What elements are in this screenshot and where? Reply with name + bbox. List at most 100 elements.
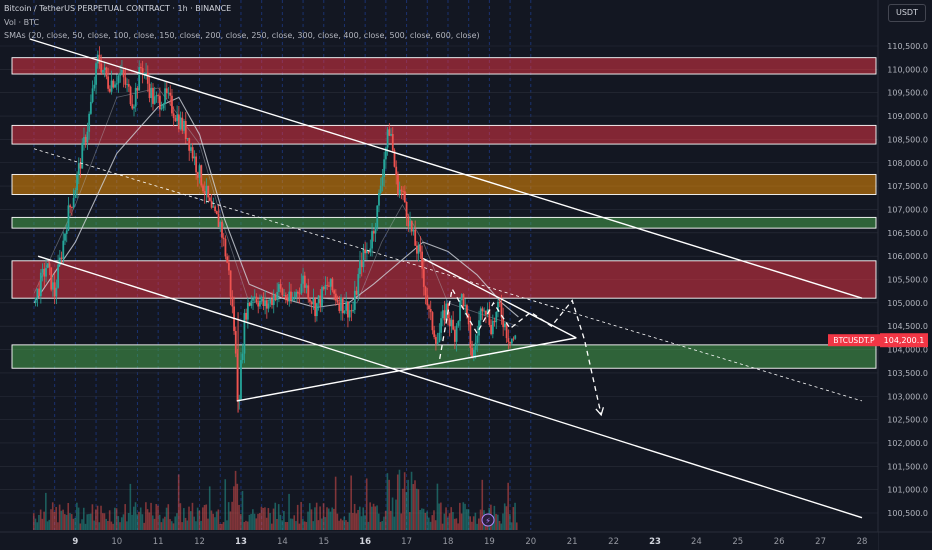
volume-bar [407, 479, 409, 530]
sma-indicator-label[interactable]: SMAs (20, close, 50, close, 100, close, … [4, 31, 480, 40]
price-tick-label: 105,500.0 [887, 276, 928, 285]
volume-bar [279, 514, 282, 530]
candle-body [52, 282, 54, 290]
candle-body [428, 305, 430, 310]
volume-bar [172, 523, 175, 530]
volume-bar [74, 518, 76, 530]
volume-bar [386, 473, 389, 530]
volume-bar [495, 513, 497, 530]
candle-body [96, 54, 99, 64]
time-tick-label: 23 [649, 537, 661, 547]
volume-bar [272, 508, 275, 530]
volume-bar [350, 475, 352, 530]
candle-body [191, 147, 194, 159]
volume-bar [69, 513, 71, 530]
volume-bar [421, 508, 423, 530]
volume-bar [243, 522, 246, 530]
candle-body [226, 256, 229, 263]
price-axis[interactable]: 110,500.0 110,000.0 109,500.0 109,000.0 108,… [877, 0, 932, 550]
volume-bar [81, 519, 83, 530]
volume-bar [358, 506, 361, 530]
volume-bar [143, 522, 145, 530]
candle-body [162, 104, 165, 109]
candle-body [155, 95, 158, 97]
candle-body [212, 206, 215, 208]
candle-body [91, 88, 94, 102]
candle-body [203, 191, 206, 194]
trendline-3[interactable] [33, 148, 863, 402]
chart-title[interactable]: Bitcoin / TetherUS PERPETUAL CONTRACT · … [4, 4, 232, 13]
price-tick-label: 103,500.0 [887, 369, 928, 378]
current-price-badge: BTCUSDT.P 104,200.1 [828, 333, 928, 348]
projection-dashed-path[interactable] [439, 286, 602, 416]
currency-button[interactable]: USDT [888, 4, 926, 22]
time-axis[interactable]: 9 10 11 12 13 14 15 16 17 18 19 20 21 22 23 24 25 26 27 28 [0, 531, 932, 550]
time-tick-label: 20 [525, 537, 536, 547]
volume-bar [307, 511, 309, 530]
flash-icon[interactable] [481, 513, 495, 527]
volume-bar [481, 479, 484, 530]
event-flag[interactable]: ⚡ [481, 513, 495, 527]
time-tick-label: 19 [484, 537, 495, 547]
volume-bar [262, 507, 264, 530]
candle-body [290, 291, 292, 301]
volume-bar [383, 516, 385, 530]
time-tick-label: 15 [318, 537, 329, 547]
trendline-5[interactable] [422, 257, 577, 339]
volume-bar [208, 486, 211, 530]
volume-bar [36, 522, 39, 530]
candle-body [303, 275, 306, 288]
volume-bar [412, 484, 415, 530]
candle-body [491, 320, 494, 335]
candle-body [190, 147, 192, 151]
volume-bar [82, 507, 85, 530]
trendline-2[interactable] [37, 255, 863, 519]
candle-body [177, 114, 180, 130]
candle-body [347, 301, 349, 318]
candle-body [95, 63, 97, 85]
candle-body [514, 335, 517, 339]
candle-body [322, 286, 325, 290]
volume-bar [367, 521, 370, 530]
candle-body [388, 129, 391, 136]
candle-body [483, 310, 486, 312]
volume-bar [76, 502, 78, 530]
volume-bar [497, 514, 499, 530]
trendline-1[interactable] [29, 38, 863, 299]
trendlines[interactable] [29, 38, 863, 519]
candle-body [214, 206, 216, 212]
volume-bar [179, 503, 182, 530]
candle-body [312, 298, 315, 305]
volume-bar [288, 493, 290, 530]
volume-bar [119, 522, 121, 530]
candle-body [315, 303, 318, 317]
candle-body [141, 68, 144, 74]
volume-bar [400, 513, 402, 530]
candle-body [79, 163, 82, 169]
volume-bar [433, 510, 435, 530]
candle-body [184, 120, 187, 140]
volume-bar [188, 506, 190, 530]
candle-body [145, 72, 147, 74]
volume-bar [467, 509, 470, 530]
projection-arrow-head [595, 407, 605, 417]
candle-body [286, 299, 289, 302]
candle-body [376, 205, 379, 228]
volume-bar [112, 523, 114, 530]
candle-body [50, 267, 53, 290]
volume-bar [277, 504, 280, 530]
candle-body [431, 312, 434, 331]
volume-bar [500, 523, 503, 530]
volume-bar [484, 523, 487, 530]
candle-body [136, 87, 139, 91]
price-tick-label: 109,000.0 [887, 112, 928, 121]
volume-bar [226, 520, 228, 530]
volume-bar [64, 514, 66, 530]
projection-path[interactable] [439, 286, 605, 417]
volume-bar [269, 513, 271, 530]
volume-bar [422, 508, 425, 530]
volume-indicator-label[interactable]: Vol · BTC [4, 18, 40, 27]
volume-bar [260, 506, 263, 530]
trendline-4[interactable] [236, 337, 577, 402]
